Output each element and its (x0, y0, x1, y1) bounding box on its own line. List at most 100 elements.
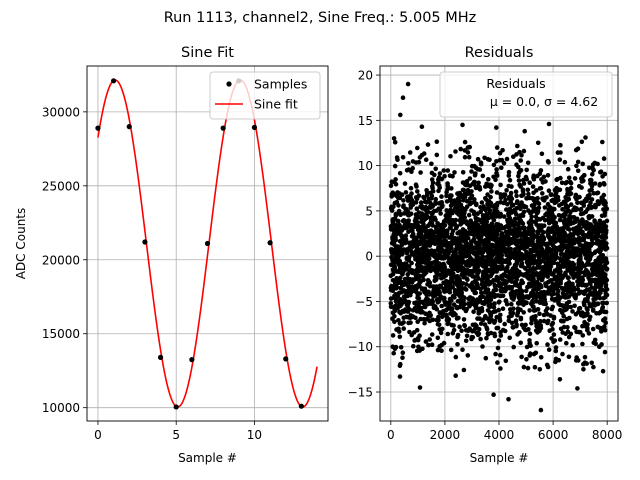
residual-point (388, 183, 394, 188)
residual-point (432, 265, 437, 271)
residual-point (514, 200, 520, 206)
residual-point (507, 307, 513, 312)
residual-point (459, 256, 465, 262)
residual-point (462, 139, 468, 145)
residual-point (411, 330, 417, 335)
residual-point (491, 204, 496, 209)
residual-point (584, 306, 590, 311)
residual-point (512, 247, 518, 252)
residual-point (568, 180, 574, 186)
residual-point (519, 354, 524, 360)
residual-point (397, 334, 403, 340)
residuals-legend-box (439, 71, 613, 118)
residual-point (420, 238, 425, 244)
residual-point (423, 339, 429, 344)
residual-point (552, 256, 558, 262)
residual-point (479, 282, 485, 287)
residual-point (418, 316, 423, 322)
residual-point (582, 198, 587, 204)
residual-point (575, 159, 581, 165)
residual-point (472, 245, 477, 250)
residual-point (400, 251, 405, 256)
residual-point (418, 279, 423, 285)
residual-point (558, 175, 563, 181)
residual-point (439, 296, 445, 301)
residual-point (468, 224, 474, 229)
residual-point (597, 218, 603, 224)
residuals-y-tick-label: −10 (348, 340, 373, 354)
residual-point (586, 262, 592, 267)
residual-point (425, 209, 431, 214)
residual-point (537, 186, 543, 191)
residual-point (536, 238, 542, 243)
residual-point (480, 254, 486, 260)
residual-point (499, 165, 504, 171)
residual-point (558, 318, 564, 324)
residual-point (450, 228, 456, 234)
residual-point (468, 239, 474, 244)
residual-point (418, 234, 424, 240)
residual-point (537, 258, 542, 264)
residual-point (475, 316, 480, 321)
residuals-y-tick-label: 5 (365, 204, 373, 218)
residual-outlier-point (583, 135, 588, 140)
sine-fit-y-ticks: 10000 15000 20000 25000 30000 (42, 105, 87, 415)
residual-point (439, 204, 445, 210)
residual-point (487, 244, 493, 249)
residual-point (439, 326, 445, 332)
residual-point (528, 223, 534, 229)
residuals-legend: Residuals μ = 0.0, σ = 4.62 (439, 71, 613, 118)
residual-point (521, 203, 527, 209)
residual-point (437, 183, 442, 189)
residual-point (391, 257, 396, 263)
residual-point (550, 242, 555, 248)
residual-point (498, 182, 503, 188)
residual-point (514, 193, 519, 199)
residual-point (554, 225, 560, 231)
residual-point (496, 226, 501, 232)
residual-point (583, 243, 589, 249)
residual-point (603, 294, 608, 300)
residual-point (423, 251, 429, 257)
residual-point (549, 192, 554, 197)
residual-point (471, 299, 477, 305)
residual-point (577, 305, 583, 311)
residual-point (478, 249, 483, 254)
residual-point (451, 239, 456, 244)
residual-point (599, 287, 605, 293)
sine-fit-ylabel: ADC Counts (14, 208, 28, 280)
residual-point (475, 332, 481, 338)
residual-point (407, 329, 412, 335)
residual-point (528, 343, 533, 349)
residual-point (502, 239, 507, 244)
residual-point (415, 189, 420, 194)
residual-point (527, 180, 532, 185)
residual-point (465, 150, 471, 155)
residual-point (397, 245, 402, 251)
residuals-x-tick-label: 2000 (430, 428, 461, 442)
residual-point (416, 344, 421, 350)
residual-point (466, 154, 472, 160)
residual-point (447, 173, 453, 178)
residual-point (494, 255, 499, 261)
residual-point (540, 265, 546, 271)
sine-fit-x-tick-label: 0 (94, 428, 102, 442)
residual-point (428, 250, 434, 256)
residual-point (509, 301, 514, 307)
residual-point (419, 246, 425, 251)
residual-point (567, 227, 572, 232)
residual-point (582, 282, 587, 288)
residual-point (439, 342, 445, 348)
sine-fit-panel: Sine Fit 0 5 10 1000015000200002500030000 … (14, 45, 329, 465)
residual-point (537, 367, 543, 372)
sample-point (189, 357, 195, 363)
residual-point (520, 193, 526, 198)
residual-point (600, 306, 605, 312)
residual-point (532, 220, 538, 225)
residual-point (394, 250, 399, 255)
residual-point (449, 186, 454, 191)
residual-point (568, 191, 574, 196)
residual-point (476, 185, 482, 191)
residual-point (478, 234, 484, 240)
residual-point (397, 238, 403, 244)
